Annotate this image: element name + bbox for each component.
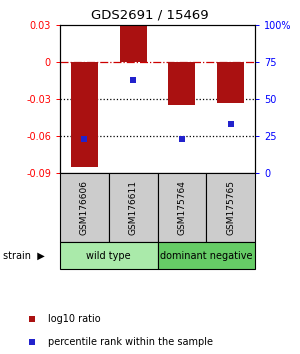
Text: wild type: wild type (86, 251, 131, 261)
Point (82, 136, 87, 142)
Bar (60, 173, 109, 242)
Bar (71, 62, 98, 167)
Point (30, 339, 34, 344)
Text: percentile rank within the sample: percentile rank within the sample (48, 337, 213, 347)
Point (179, 136, 184, 142)
Bar (206, 173, 255, 242)
Bar (120, 25, 146, 62)
Text: GSM176611: GSM176611 (129, 181, 138, 235)
Point (228, 121, 233, 127)
Bar (158, 173, 206, 242)
Bar (60, 242, 158, 269)
Bar (158, 242, 255, 269)
Bar (217, 62, 244, 103)
Text: dominant negative: dominant negative (160, 251, 253, 261)
Text: GSM176606: GSM176606 (80, 181, 89, 235)
Text: GDS2691 / 15469: GDS2691 / 15469 (91, 9, 209, 22)
Bar (169, 62, 195, 105)
Text: log10 ratio: log10 ratio (48, 314, 101, 324)
Bar (109, 173, 158, 242)
Text: GSM175765: GSM175765 (226, 181, 235, 235)
Point (131, 77, 136, 82)
Text: GSM175764: GSM175764 (177, 181, 186, 235)
Point (30, 316, 34, 321)
Text: strain  ▶: strain ▶ (3, 251, 45, 261)
